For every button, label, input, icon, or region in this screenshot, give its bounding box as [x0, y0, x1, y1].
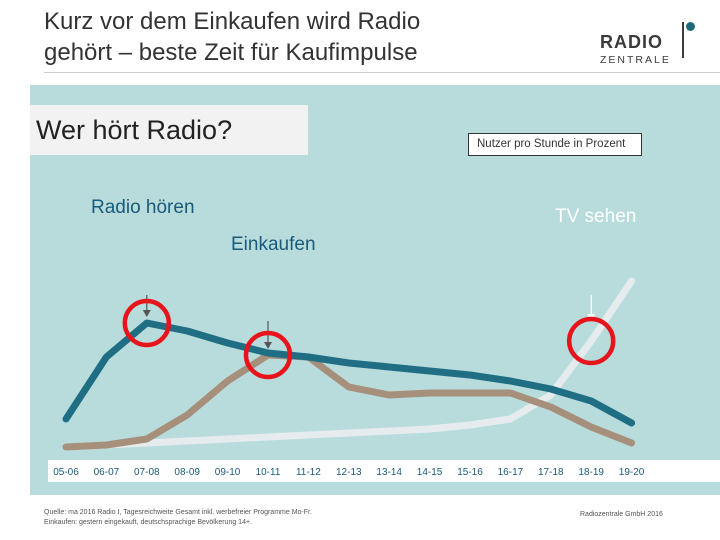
header-divider — [44, 72, 720, 73]
highlight-circle-tv-sehen — [566, 316, 616, 366]
x-tick-label-07-08: 07-08 — [134, 467, 160, 478]
x-tick-label-10-11: 10-11 — [256, 467, 281, 478]
x-tick-label-05-06: 05-06 — [53, 467, 79, 478]
source-line-2: Einkaufen: gestern eingekauft, deutschsp… — [44, 519, 253, 526]
x-tick-label-16-17: 16-17 — [498, 467, 524, 478]
x-tick-label-14-15: 14-15 — [417, 467, 443, 478]
tv-annotation: TV sehen — [555, 206, 637, 227]
x-tick-label-19-20: 19-20 — [619, 467, 645, 478]
logo-bar — [682, 22, 684, 58]
x-axis-band — [48, 460, 720, 482]
x-tick-label-18-19: 18-19 — [578, 467, 604, 478]
question-box: Wer hört Radio? — [30, 105, 308, 155]
source-line-1: Quelle: ma 2016 Radio I, Tagesreichweite… — [44, 509, 312, 516]
annotation-arrowhead-einkaufen — [264, 342, 272, 349]
logo-main-text: RADIO — [600, 32, 663, 52]
radio-annotation: Radio hören — [91, 197, 195, 218]
highlight-circle-radio-horen — [122, 298, 172, 348]
annotation-arrowhead-radio-horen — [142, 310, 151, 317]
x-tick-label-12-13: 12-13 — [336, 467, 362, 478]
x-tick-label-06-07: 06-07 — [94, 467, 120, 478]
x-tick-label-08-09: 08-09 — [174, 467, 200, 478]
x-tick-label-13-14: 13-14 — [376, 467, 402, 478]
highlight-circle-einkaufen — [243, 330, 293, 380]
logo-sub-text: ZENTRALE — [600, 54, 671, 66]
unit-label: Nutzer pro Stunde in Prozent — [477, 138, 626, 150]
chart-title: Wer hört Radio? — [36, 115, 233, 145]
unit-legend-box: Nutzer pro Stunde in Prozent — [468, 133, 642, 156]
copyright-note: Radiozentrale GmbH 2016 — [580, 511, 663, 518]
x-tick-label-11-12: 11-12 — [296, 467, 321, 478]
radiozentrale-logo: RADIO ZENTRALE — [600, 22, 700, 72]
x-tick-label-17-18: 17-18 — [538, 467, 564, 478]
series-line-einkaufen — [62, 351, 636, 451]
source-note: Quelle: ma 2016 Radio I, Tagesreichweite… — [44, 508, 312, 528]
title-line-2: gehört – beste Zeit für Kaufimpulse — [44, 39, 418, 66]
x-tick-label-15-16: 15-16 — [457, 467, 483, 478]
x-tick-label-09-10: 09-10 — [215, 467, 241, 478]
logo-dot-icon — [686, 22, 695, 31]
series-line-radio-horen — [62, 319, 636, 427]
shopping-annotation: Einkaufen — [231, 234, 316, 255]
title-line-1: Kurz vor dem Einkaufen wird Radio — [44, 8, 421, 35]
page-title: Kurz vor dem Einkaufen wird Radio gehört… — [44, 6, 564, 68]
